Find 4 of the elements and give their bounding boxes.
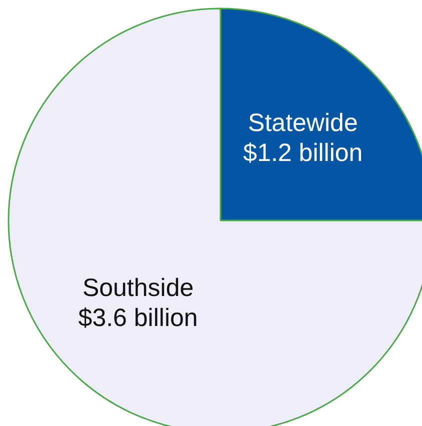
data-label: $1.2 billion [243,139,363,168]
slice-label: Statewide [248,109,358,138]
slice-label: Southside [82,274,194,302]
data-label: $3.6 billion [78,304,198,332]
